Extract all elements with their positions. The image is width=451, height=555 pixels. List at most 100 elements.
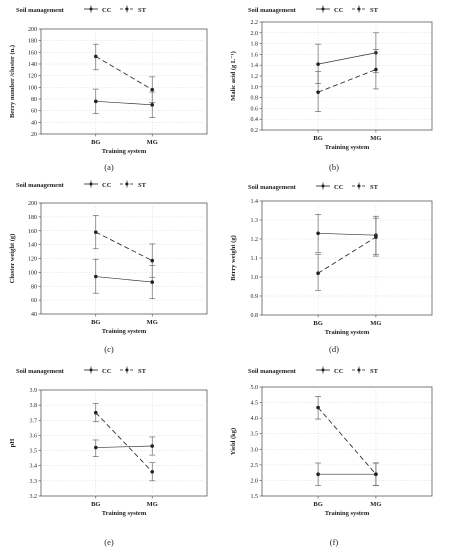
y-tick-label: 120 xyxy=(28,257,37,263)
y-tick-label: 3.9 xyxy=(30,388,38,394)
x-axis-label: Training system xyxy=(325,144,370,151)
legend: Soil management CC ST xyxy=(248,5,379,14)
panel-caption: (f) xyxy=(330,537,339,547)
y-tick-label: 160 xyxy=(28,50,37,56)
y-tick-label: 0.6 xyxy=(251,106,259,112)
legend-label: CC xyxy=(102,182,112,189)
legend-title: Soil management xyxy=(16,7,65,14)
data-point xyxy=(150,280,155,284)
x-axis-label: Training system xyxy=(325,329,370,336)
legend-marker xyxy=(89,368,93,372)
legend: Soil management CC ST xyxy=(248,182,379,191)
x-axis-label: Training system xyxy=(102,328,147,335)
panel-caption: (c) xyxy=(104,344,114,354)
y-tick-label: 1.0 xyxy=(251,85,259,91)
legend-marker xyxy=(89,182,93,186)
data-point xyxy=(93,410,98,415)
data-point xyxy=(150,444,155,448)
series-line xyxy=(95,445,153,448)
legend-label: ST xyxy=(370,7,379,14)
legend-title: Soil management xyxy=(248,7,297,14)
legend-marker xyxy=(125,7,129,11)
y-tick-label: 40 xyxy=(31,120,37,126)
y-tick-label: 2.5 xyxy=(251,463,259,469)
data-point xyxy=(150,87,155,92)
data-point xyxy=(150,258,155,263)
y-tick-label: 180 xyxy=(28,39,37,45)
series-st xyxy=(315,396,379,486)
panel-caption: (e) xyxy=(104,537,114,547)
y-tick-label: 3.8 xyxy=(30,403,38,409)
legend-st: ST xyxy=(352,182,379,191)
legend-label: CC xyxy=(334,7,344,14)
y-axis-label: Malic acid (g L⁻¹) xyxy=(230,51,237,101)
data-point xyxy=(93,230,98,234)
x-tick-label: BG xyxy=(313,320,322,327)
y-tick-label: 1.4 xyxy=(251,63,259,69)
legend-cc: CC xyxy=(84,180,112,189)
y-tick-label: 1.6 xyxy=(251,52,259,58)
chart-panel: 0.2 0.4 0.6 0.8 1.0 1.2 1.4 1.6 1.8 2.0 2.2 BG MGTra… xyxy=(230,20,433,172)
legend-label: ST xyxy=(138,7,147,14)
legend-cc: CC xyxy=(316,182,344,191)
y-axis-label: Berry number /cluster (n.) xyxy=(9,45,16,118)
series-line xyxy=(318,52,376,65)
legend-label: CC xyxy=(334,184,344,191)
series-line xyxy=(95,412,153,473)
y-tick-label: 1.4 xyxy=(251,199,259,205)
series-cc xyxy=(92,258,156,300)
x-tick-label: MG xyxy=(147,139,158,146)
y-tick-label: 80 xyxy=(31,97,37,103)
x-tick-label: BG xyxy=(313,135,322,142)
y-tick-label: 200 xyxy=(28,201,37,207)
y-tick-label: 3.4 xyxy=(30,464,38,470)
data-point xyxy=(316,62,320,66)
series-cc xyxy=(92,436,156,457)
legend-label: CC xyxy=(102,368,112,375)
legend-label: CC xyxy=(334,368,344,375)
legend-marker xyxy=(357,184,361,188)
legend-cc: CC xyxy=(84,366,112,375)
x-tick-label: BG xyxy=(313,501,322,508)
legend: Soil management CC ST xyxy=(16,5,147,14)
data-point xyxy=(374,235,378,239)
y-tick-label: 1.2 xyxy=(251,237,259,243)
legend-marker xyxy=(321,7,325,11)
legend: Soil management CC ST xyxy=(16,180,147,189)
series-st xyxy=(315,217,379,291)
y-tick-label: 100 xyxy=(28,270,37,276)
x-axis-label: Training system xyxy=(102,148,147,155)
legend-st: ST xyxy=(352,5,379,14)
series-cc xyxy=(315,214,379,255)
plot-frame xyxy=(40,28,208,135)
y-tick-label: 180 xyxy=(28,215,37,221)
data-point xyxy=(316,405,320,410)
series-cc xyxy=(92,88,156,118)
y-tick-label: 4.5 xyxy=(251,401,259,407)
data-point xyxy=(316,271,320,276)
y-tick-label: 1.8 xyxy=(251,42,259,48)
legend-marker xyxy=(321,368,325,372)
plot-frame xyxy=(261,386,433,497)
y-tick-label: 3.5 xyxy=(251,432,259,438)
legend-label: ST xyxy=(370,368,379,375)
legend-marker xyxy=(357,7,361,11)
series-line xyxy=(95,231,153,261)
y-tick-label: 200 xyxy=(28,27,37,33)
legend: Soil management CC ST xyxy=(16,366,147,375)
y-tick-label: 1.2 xyxy=(251,74,259,80)
x-axis-label: Training system xyxy=(325,510,370,517)
y-tick-label: 5.0 xyxy=(251,385,259,391)
legend-label: ST xyxy=(138,182,147,189)
series-line xyxy=(95,56,153,91)
legend-cc: CC xyxy=(84,5,112,14)
series-line xyxy=(317,407,377,475)
y-tick-label: 80 xyxy=(31,284,37,290)
y-tick-label: 3.7 xyxy=(30,418,38,424)
y-tick-label: 3.6 xyxy=(30,433,38,439)
legend-title: Soil management xyxy=(248,368,297,375)
